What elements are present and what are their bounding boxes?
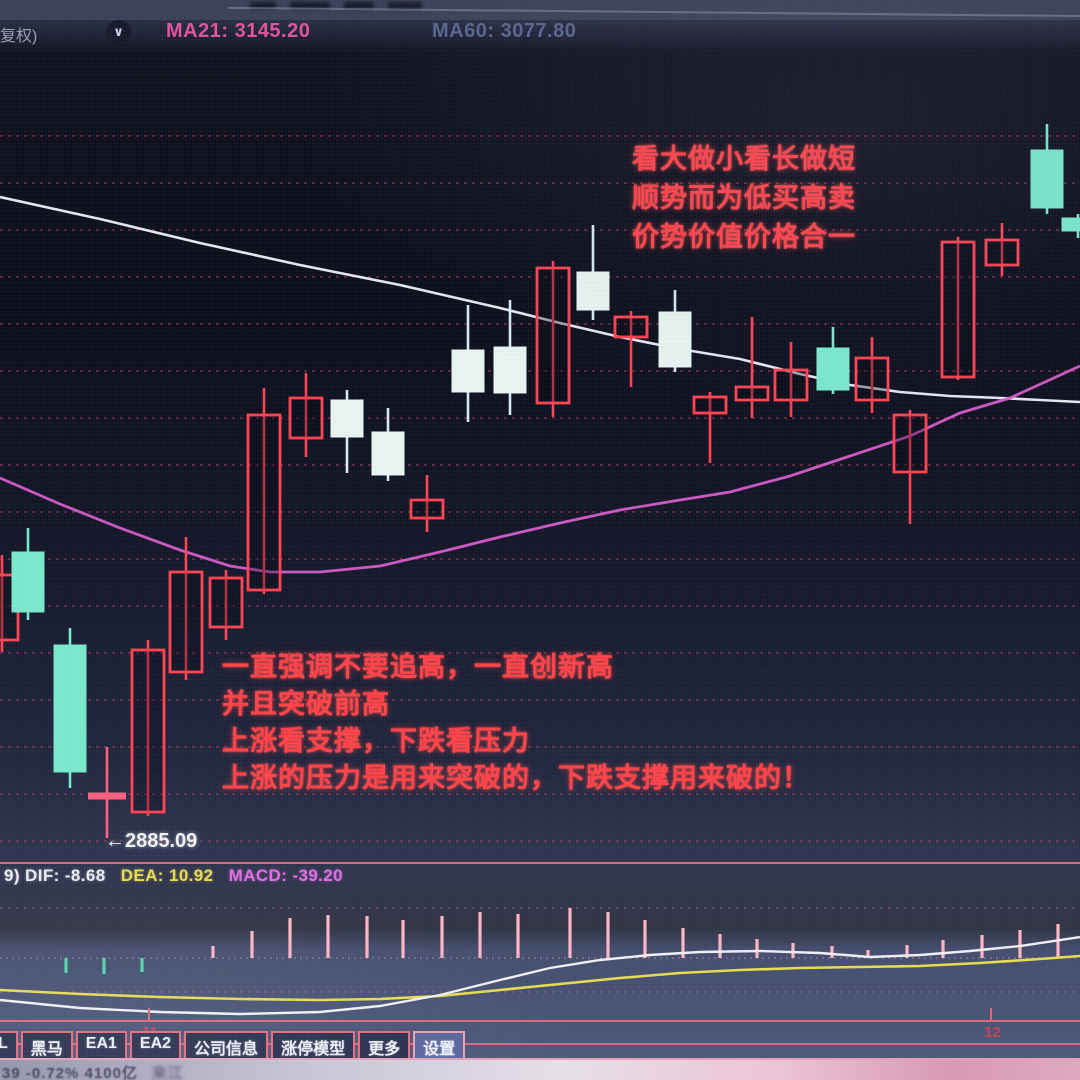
annotation-line: 顺势而为低买高卖 xyxy=(632,183,856,213)
cutoff-glyphs xyxy=(388,2,422,9)
candle-body-up xyxy=(984,238,1020,267)
ma60-value: MA60: 3077.80 xyxy=(432,20,577,42)
candle-body-up xyxy=(892,413,928,474)
chevron-down-icon[interactable]: ∨ xyxy=(106,20,131,45)
candle-body-up xyxy=(692,395,728,415)
candle-body-down xyxy=(451,349,485,393)
candle-body-down xyxy=(53,644,87,773)
annotation-line: 上涨的压力是用来突破的，下跌支撑用来破的！ xyxy=(222,763,810,793)
axis-strip-top-line xyxy=(0,1020,1080,1022)
annotation-line: 一直强调不要追高，一直创新高 xyxy=(222,652,614,682)
low-price-marker: ←2885.09 xyxy=(105,830,198,852)
kline-header: 复权) ∨ MA21: 3145.20 MA60: 3077.80 xyxy=(0,20,1080,50)
candle-body-up xyxy=(246,413,282,592)
candle-body-up xyxy=(168,570,204,674)
ma21-line xyxy=(0,364,1080,574)
status-text: 39 -0.72% 4100亿 来江 xyxy=(2,1065,184,1080)
candle-body-down xyxy=(1061,217,1080,232)
annotation-block-mid: 一直强调不要追高，一直创新高 并且突破前高上涨看支撑，下跌看压力上涨的压力是用来突… xyxy=(222,649,810,797)
candle-body-up xyxy=(940,240,976,379)
candle-body-down xyxy=(576,271,610,311)
dif-value: 9) DIF: -8.68 xyxy=(4,866,106,885)
candle-body-down xyxy=(658,311,692,368)
candle-body-up xyxy=(734,385,770,402)
axis-tick xyxy=(148,1008,150,1020)
candle-body-up xyxy=(130,648,166,814)
candle-body-down xyxy=(330,399,364,438)
window-top-strip xyxy=(0,0,1080,20)
candle-body-down xyxy=(816,347,850,391)
cutoff-glyphs xyxy=(344,2,374,9)
candle-body-down xyxy=(371,431,405,476)
dea-value: DEA: 10.92 xyxy=(120,866,214,885)
macd-value: MACD: -39.20 xyxy=(228,866,344,885)
candle-body-down xyxy=(11,551,45,613)
axis-tick xyxy=(990,1008,992,1020)
axis-strip-bottom-line xyxy=(0,1043,1080,1045)
dea-line xyxy=(0,954,1080,1002)
candle-body-up xyxy=(613,315,649,339)
candle-body-up xyxy=(208,576,244,629)
annotation-line: 看大做小看长做短 xyxy=(632,144,856,174)
annotation-block-top: 看大做小看长做短 顺势而为低买高卖 价势价值价格合一 xyxy=(632,140,856,257)
macd-indicator-header: 9) DIF: -8.68 DEA: 10.92 MACD: -39.20 xyxy=(4,866,343,886)
candle-body-up xyxy=(854,356,890,402)
candle-body-down xyxy=(493,346,527,394)
annotation-line: 并且突破前高 xyxy=(222,689,390,719)
candle-body-up xyxy=(409,498,445,520)
dif-line xyxy=(0,935,1080,1016)
price-adjust-label: 复权) xyxy=(0,28,38,45)
status-bar: 39 -0.72% 4100亿 来江 xyxy=(0,1058,1080,1080)
annotation-line: 上涨看支撑，下跌看压力 xyxy=(222,726,530,756)
candle-body-up xyxy=(288,396,324,440)
macd-pane-border xyxy=(0,862,1080,864)
candle-body-down xyxy=(1030,149,1064,209)
cutoff-glyphs xyxy=(250,2,276,9)
annotation-line: 价势价值价格合一 xyxy=(632,222,856,252)
axis-month-label: 12 xyxy=(984,1024,1001,1041)
candle-body-up xyxy=(535,266,571,405)
cutoff-glyphs xyxy=(290,2,330,9)
candle-body-up xyxy=(773,368,809,402)
ma21-value: MA21: 3145.20 xyxy=(166,20,311,42)
